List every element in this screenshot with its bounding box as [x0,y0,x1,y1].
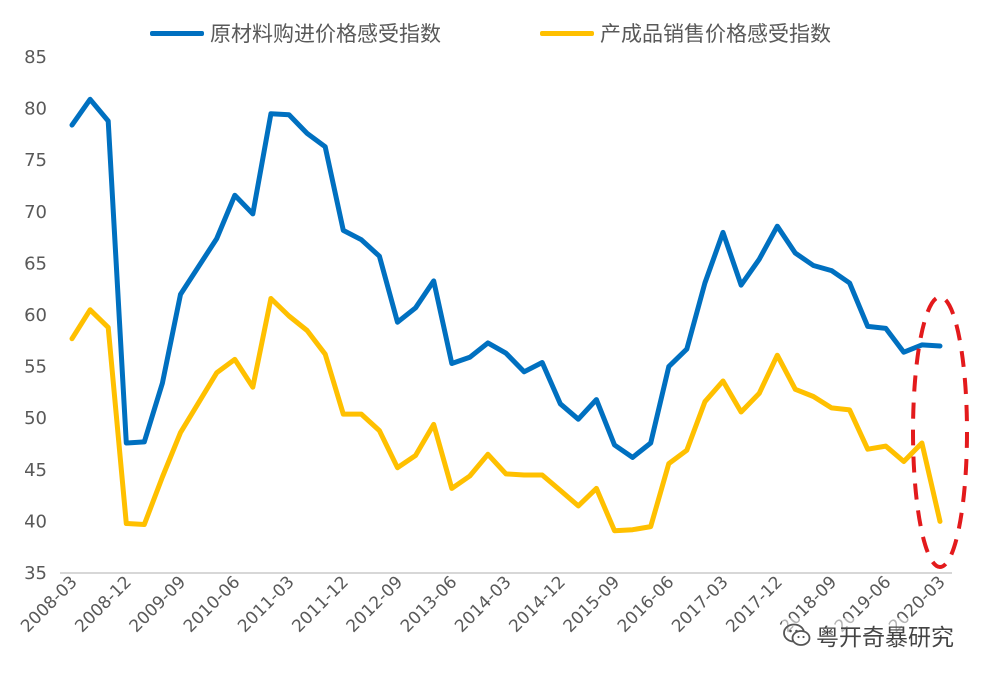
series-layer [69,96,943,534]
y-tick-label: 35 [24,563,47,584]
y-tick-label: 40 [24,511,47,532]
x-tick-label: 2017-03 [668,572,732,636]
y-tick-label: 80 [24,99,47,120]
legend-item-product: 产成品销售价格感受指数 [540,18,831,48]
y-tick-label: 75 [24,150,47,171]
x-tick-label: 2011-03 [234,572,298,636]
y-tick-label: 50 [24,408,47,429]
legend-swatch-product [540,30,594,36]
annotation-layer [911,295,969,569]
x-tick-label: 2010-06 [180,572,244,636]
y-axis: 35 40 45 50 55 60 65 70 75 80 85 [24,47,47,584]
y-tick-label: 55 [24,357,47,378]
x-tick-label: 2013-06 [397,572,461,636]
x-tick-label: 2015-09 [560,572,624,636]
x-tick-label: 2012-09 [343,572,407,636]
x-tick-label: 2017-12 [722,572,786,636]
legend-swatch-raw-material [150,30,204,36]
annotation-ellipse [911,295,969,569]
watermark: 粤开奇暴研究 [782,618,954,652]
x-tick-label: 2008-12 [71,572,135,636]
legend-label-product: 产成品销售价格感受指数 [600,22,831,46]
x-tick-label: 2011-12 [288,572,352,636]
wechat-icon [783,623,811,646]
y-tick-label: 45 [24,460,47,481]
y-tick-label: 70 [24,202,47,223]
legend: 原材料购进价格感受指数 产成品销售价格感受指数 [0,18,1003,50]
x-tick-label: 2014-12 [505,572,569,636]
series-line-raw-material [69,96,943,460]
y-tick-label: 60 [24,305,47,326]
y-tick-label: 65 [24,253,47,274]
legend-label-raw-material: 原材料购进价格感受指数 [210,22,441,46]
x-tick-label: 2009-09 [126,572,190,636]
y-tick-label: 85 [24,47,47,68]
x-tick-label: 2014-03 [451,572,515,636]
series-line-product [69,296,943,534]
legend-item-raw-material: 原材料购进价格感受指数 [150,18,441,48]
x-tick-label: 2016-06 [614,572,678,636]
watermark-text: 粤开奇暴研究 [816,625,954,651]
